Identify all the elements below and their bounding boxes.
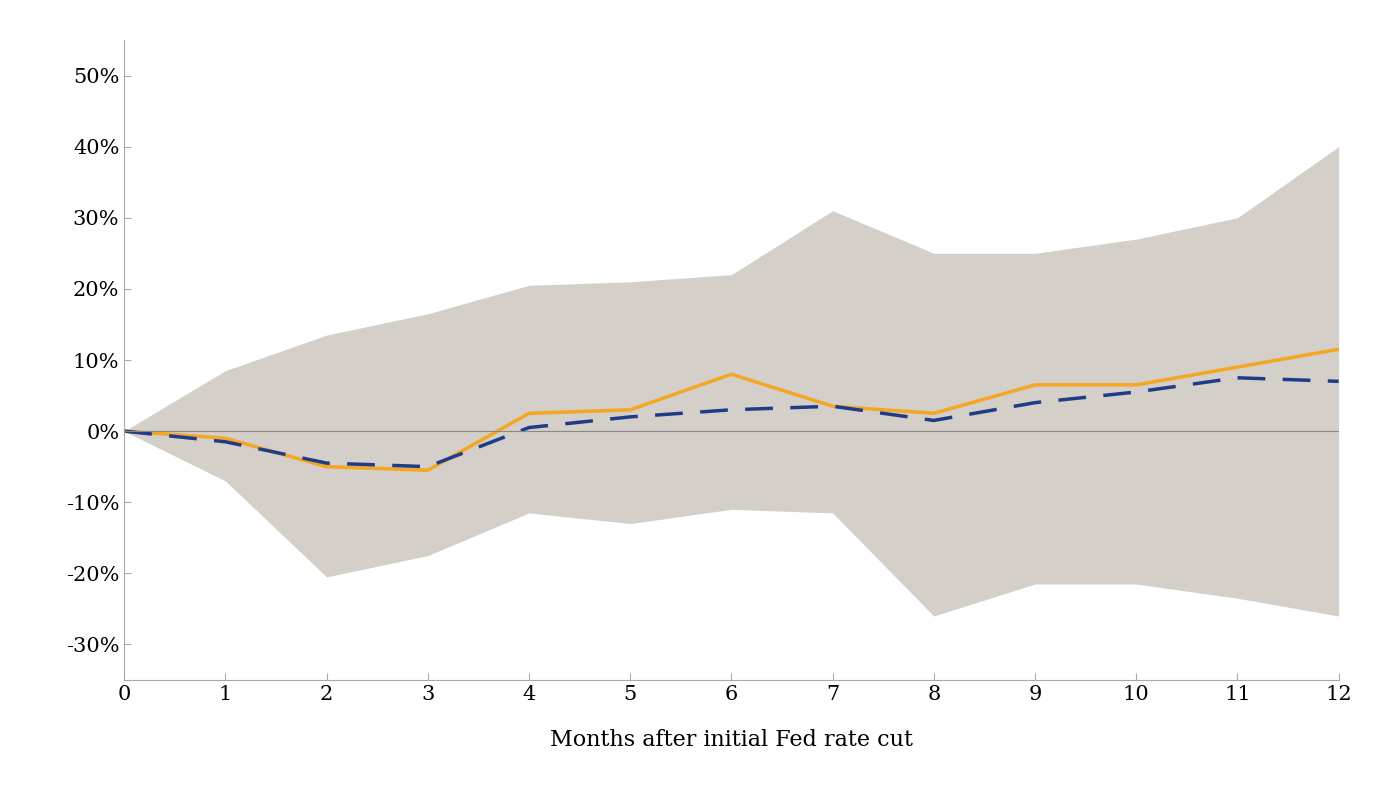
X-axis label: Months after initial Fed rate cut: Months after initial Fed rate cut (549, 729, 914, 751)
